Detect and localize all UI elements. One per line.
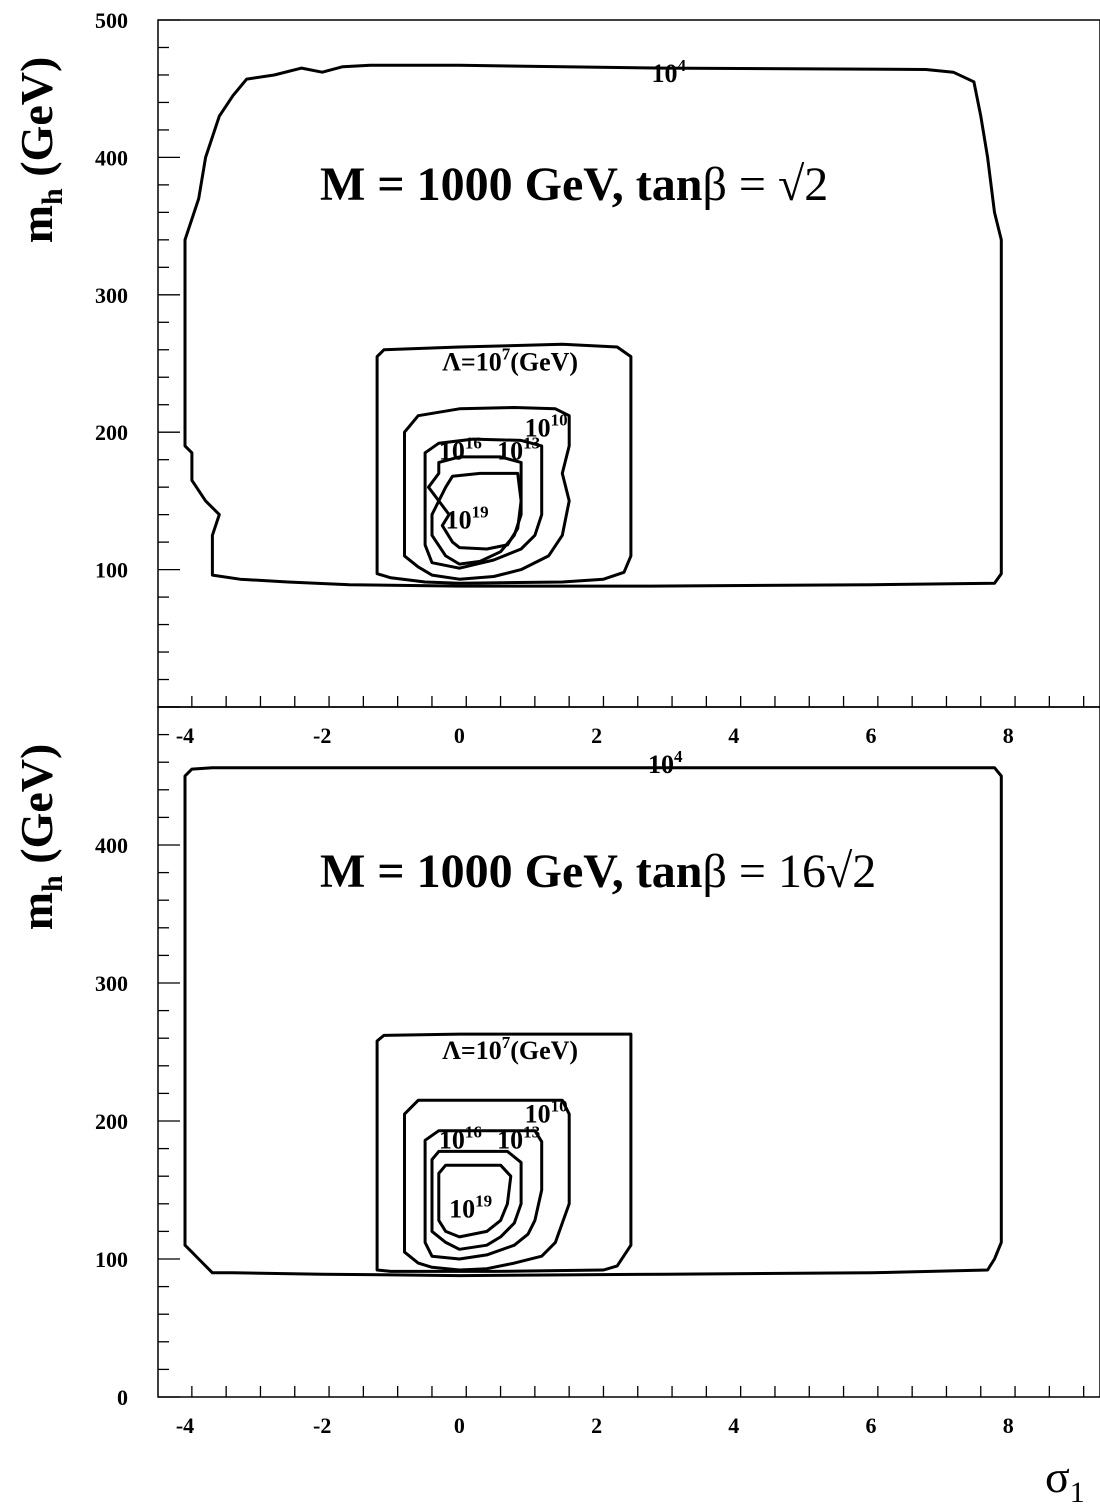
x-tick-label: 2 (591, 1413, 602, 1438)
x-tick-label: -4 (176, 1413, 194, 1438)
x-tick-label: 0 (454, 723, 465, 748)
contour-line (437, 471, 523, 551)
contour-line (183, 63, 1003, 588)
contour-label: 1010 (525, 410, 568, 442)
contour-line (430, 1149, 523, 1251)
x-tick-label: 4 (728, 723, 739, 748)
y-tick-label: 200 (95, 1109, 128, 1134)
x-tick-label: 8 (1003, 1413, 1014, 1438)
panel-title: M = 1000 GeV, tanβ = √2 (320, 158, 828, 211)
y-tick-label: 400 (95, 833, 128, 858)
x-tick-label: 0 (454, 1413, 465, 1438)
contour-label: 1013 (497, 1123, 540, 1155)
contour-label: 104 (648, 747, 683, 779)
contour-label: Λ=107(GeV) (442, 1033, 578, 1065)
contour-line (403, 406, 571, 581)
contour-label: 1016 (439, 1123, 482, 1155)
top-panel: 100 200 300 400 500 -4 -2 0 2 4 6 8 mh (GeV) 104 Λ=107… (11, 8, 1100, 748)
x-tick-label: 6 (866, 723, 877, 748)
contour-label: 1019 (449, 1192, 492, 1224)
contour-line (375, 1032, 633, 1273)
x-tick-label: 6 (866, 1413, 877, 1438)
y-tick-label: 300 (95, 283, 128, 308)
contour-line (437, 1163, 513, 1239)
contour-label: 104 (651, 56, 686, 88)
x-tick-label: -2 (313, 1413, 331, 1438)
x-tick-label: -2 (313, 723, 331, 748)
y-axis-label: mh (GeV) (11, 57, 69, 244)
x-tick-label: -4 (176, 723, 194, 748)
x-axis-label: σ1 (1045, 1451, 1085, 1509)
contour-line (427, 455, 523, 566)
contour-line (423, 437, 544, 570)
x-tick-label: 8 (1003, 723, 1014, 748)
y-tick-label: 0 (117, 1385, 128, 1410)
y-tick-label: 100 (95, 558, 128, 583)
contour-line (183, 766, 1003, 1278)
y-tick-label: 500 (95, 8, 128, 33)
y-tick-label: 300 (95, 971, 128, 996)
x-tick-label: 2 (591, 723, 602, 748)
contour-label: Λ=107(GeV) (442, 344, 578, 376)
y-tick-label: 100 (95, 1247, 128, 1272)
bottom-panel: 0 100 200 300 400 -4 -2 0 2 4 6 8 mh (GeV) 104 Λ=107(G… (11, 706, 1100, 1509)
contour-label: 1010 (525, 1096, 568, 1128)
x-tick-label: 4 (728, 1413, 739, 1438)
plot-frame (157, 19, 1100, 708)
contour-line (375, 342, 633, 585)
contour-label: 1019 (446, 502, 489, 534)
y-tick-label: 200 (95, 420, 128, 445)
plot-frame (157, 706, 1100, 1398)
panel-title: M = 1000 GeV, tanβ = 16√2 (320, 845, 876, 898)
y-axis-label: mh (GeV) (11, 744, 69, 931)
contour-line (403, 1098, 571, 1272)
contour-label: 1016 (439, 434, 482, 466)
contour-label: 1013 (497, 434, 540, 466)
contour-line (423, 1129, 544, 1261)
y-tick-label: 400 (95, 145, 128, 170)
